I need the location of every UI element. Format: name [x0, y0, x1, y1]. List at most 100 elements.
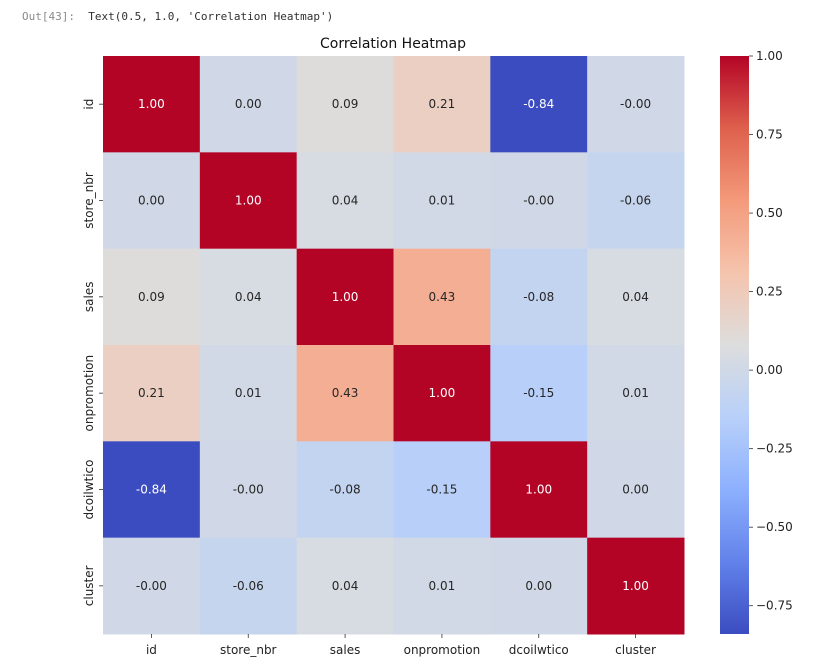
cell-value-label: 0.00 [525, 579, 552, 593]
cell-value-label: 0.04 [332, 579, 359, 593]
cell-value-label: 1.00 [429, 386, 456, 400]
cell-output: Out[43]: Text(0.5, 1.0, 'Correlation Hea… [22, 10, 333, 23]
heatmap-cell [296, 537, 394, 635]
y-tick-label: onpromotion [82, 355, 96, 432]
heatmap-cell [490, 56, 588, 153]
x-axis: id store_nbr sales onpromotion dcoilwtico clu… [146, 634, 656, 657]
cell-value-label: 0.04 [332, 194, 359, 208]
x-tick-label: dcoilwtico [509, 643, 569, 657]
heatmap-cell [393, 248, 491, 346]
heatmap-cell [199, 441, 298, 539]
cell-value-label: 0.21 [429, 97, 456, 111]
cell-value-label: 1.00 [332, 290, 359, 304]
cell-value-label: 0.21 [138, 386, 165, 400]
heatmap-cell [490, 248, 588, 346]
cell-value-label: 0.00 [235, 97, 262, 111]
cell-value-label: 0.01 [429, 579, 456, 593]
cell-value-label: 0.04 [235, 290, 262, 304]
cell-value-label: -0.00 [233, 483, 264, 497]
heatmap-cell [393, 345, 491, 442]
cell-value-label: -0.08 [523, 290, 554, 304]
heatmap-cell [103, 537, 201, 635]
cell-value-label: 0.00 [622, 483, 649, 497]
colorbar-tick-label: −0.50 [756, 520, 793, 534]
heatmap-cell [393, 537, 491, 635]
colorbar: 1.00 0.75 0.50 0.25 0.00 −0.25 −0.50 −0.75 [720, 49, 793, 634]
cell-value-label: -0.15 [523, 386, 554, 400]
heatmap-cell [490, 345, 588, 442]
heatmap-cell [393, 56, 491, 153]
cell-value-label: -0.06 [620, 194, 651, 208]
cell-value-label: -0.84 [523, 97, 554, 111]
heatmap-cell [103, 56, 201, 153]
heatmap-cell [587, 537, 685, 635]
heatmap-cell [393, 152, 491, 250]
heatmap-cell [199, 56, 298, 153]
heatmap-cell [587, 345, 685, 442]
colorbar-tick-label: 0.50 [756, 206, 783, 220]
output-text: Text(0.5, 1.0, 'Correlation Heatmap') [88, 10, 334, 23]
heatmap-cell [393, 441, 491, 539]
heatmap-cell [103, 345, 201, 442]
heatmap-cell [296, 345, 394, 442]
colorbar-tick-label: −0.25 [756, 442, 793, 456]
heatmap-cell [587, 152, 685, 250]
y-tick-label: dcoilwtico [82, 459, 96, 519]
cell-value-label: 0.09 [332, 97, 359, 111]
heatmap-cell [587, 248, 685, 346]
x-tick-label: cluster [615, 643, 656, 657]
heatmap-cell [103, 248, 201, 346]
cell-value-label: 0.43 [332, 386, 359, 400]
heatmap-cell [490, 537, 588, 635]
heatmap-cell [296, 152, 394, 250]
colorbar-tick-label: 0.25 [756, 285, 783, 299]
heatmap-cell [490, 152, 588, 250]
heatmap-cell [296, 56, 394, 153]
heatmap-cell [296, 441, 394, 539]
cell-value-label: 1.00 [622, 579, 649, 593]
x-tick-label: id [146, 643, 157, 657]
chart-title: Correlation Heatmap [320, 36, 466, 52]
colorbar-tick-label: 0.75 [756, 128, 783, 142]
cell-value-label: -0.08 [330, 483, 361, 497]
heatmap-cells: 1.00 0.00 0.09 0.21 -0.84 -0.00 0.00 1.00 0.04 0.… [103, 56, 685, 635]
heatmap-cell [587, 441, 685, 539]
cell-value-label: -0.15 [426, 483, 457, 497]
cell-value-label: -0.00 [136, 579, 167, 593]
colorbar-tick-label: 1.00 [756, 49, 783, 63]
output-prompt: Out[43]: [22, 10, 75, 23]
x-tick-label: onpromotion [404, 643, 481, 657]
colorbar-tick-label: −0.75 [756, 599, 793, 613]
cell-value-label: 0.04 [622, 290, 649, 304]
heatmap-cell [199, 248, 298, 346]
cell-value-label: 0.01 [429, 194, 456, 208]
cell-value-label: 0.00 [138, 194, 165, 208]
cell-value-label: 1.00 [138, 97, 165, 111]
cell-value-label: 1.00 [235, 194, 262, 208]
cell-value-label: 0.09 [138, 290, 165, 304]
cell-value-label: 0.01 [235, 386, 262, 400]
x-tick-label: sales [330, 643, 361, 657]
heatmap-cell [490, 441, 588, 539]
heatmap-cell [199, 345, 298, 442]
colorbar-gradient [720, 56, 749, 634]
y-tick-label: store_nbr [82, 172, 96, 229]
cell-value-label: -0.00 [523, 194, 554, 208]
y-tick-label: sales [82, 282, 96, 313]
heatmap-cell [103, 152, 201, 250]
cell-value-label: -0.00 [620, 97, 651, 111]
cell-value-label: 1.00 [525, 483, 552, 497]
cell-value-label: -0.06 [233, 579, 264, 593]
heatmap-cell [296, 248, 394, 346]
heatmap-cell [199, 152, 298, 250]
cell-value-label: 0.01 [622, 386, 649, 400]
cell-value-label: 0.43 [429, 290, 456, 304]
colorbar-tick-label: 0.00 [756, 363, 783, 377]
y-tick-label: cluster [82, 565, 96, 606]
heatmap-cell [103, 441, 201, 539]
x-tick-label: store_nbr [220, 643, 277, 657]
heatmap-cell [199, 537, 298, 635]
heatmap-cell [587, 56, 685, 153]
